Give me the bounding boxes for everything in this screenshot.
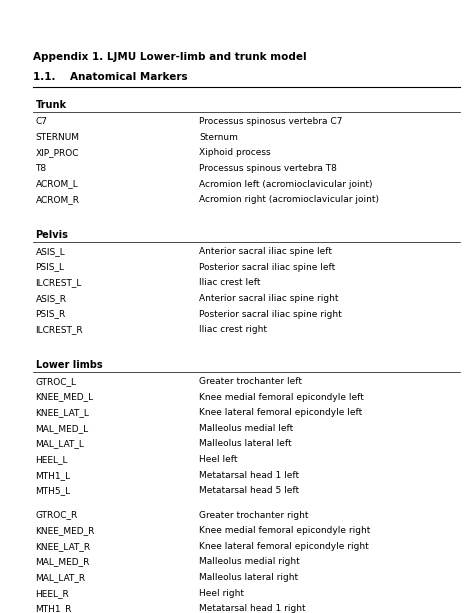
Text: MAL_LAT_R: MAL_LAT_R (36, 573, 86, 582)
Text: ACROM_L: ACROM_L (36, 180, 78, 189)
Text: T8: T8 (36, 164, 46, 173)
Text: KNEE_MED_L: KNEE_MED_L (36, 392, 94, 402)
Text: ILCREST_L: ILCREST_L (36, 278, 82, 287)
Text: STERNUM: STERNUM (36, 132, 80, 142)
Text: KNEE_LAT_R: KNEE_LAT_R (36, 542, 91, 551)
Text: Acromion left (acromioclavicular joint): Acromion left (acromioclavicular joint) (199, 180, 373, 189)
Text: Heel left: Heel left (199, 455, 237, 464)
Text: Iliac crest left: Iliac crest left (199, 278, 261, 287)
Text: PSIS_R: PSIS_R (36, 310, 66, 319)
Text: Processus spinous vertebra T8: Processus spinous vertebra T8 (199, 164, 337, 173)
Text: MAL_MED_L: MAL_MED_L (36, 424, 89, 433)
Text: Heel right: Heel right (199, 588, 244, 598)
Text: 1.1.    Anatomical Markers: 1.1. Anatomical Markers (33, 72, 188, 82)
Text: Sternum: Sternum (199, 132, 238, 142)
Text: KNEE_MED_R: KNEE_MED_R (36, 526, 95, 535)
Text: KNEE_LAT_L: KNEE_LAT_L (36, 408, 90, 417)
Text: Malleolus lateral right: Malleolus lateral right (199, 573, 298, 582)
Text: Lower limbs: Lower limbs (36, 360, 102, 370)
Text: Trunk: Trunk (36, 100, 67, 110)
Text: MTH1_R: MTH1_R (36, 604, 72, 613)
Text: Knee lateral femoral epicondyle left: Knee lateral femoral epicondyle left (199, 408, 362, 417)
Text: XIP_PROC: XIP_PROC (36, 148, 79, 158)
Text: Malleolus medial left: Malleolus medial left (199, 424, 293, 433)
Text: ACROM_R: ACROM_R (36, 195, 80, 204)
Text: MTH5_L: MTH5_L (36, 486, 71, 495)
Text: Anterior sacral iliac spine left: Anterior sacral iliac spine left (199, 247, 332, 256)
Text: Posterior sacral iliac spine right: Posterior sacral iliac spine right (199, 310, 342, 319)
Text: Metatarsal head 1 right: Metatarsal head 1 right (199, 604, 306, 613)
Text: Metatarsal head 5 left: Metatarsal head 5 left (199, 486, 299, 495)
Text: Greater trochanter left: Greater trochanter left (199, 377, 302, 386)
Text: Malleolus lateral left: Malleolus lateral left (199, 440, 292, 449)
Text: Processus spinosus vertebra C7: Processus spinosus vertebra C7 (199, 117, 342, 126)
Text: Knee medial femoral epicondyle left: Knee medial femoral epicondyle left (199, 392, 364, 402)
Text: Malleolus medial right: Malleolus medial right (199, 557, 300, 566)
Text: Pelvis: Pelvis (36, 230, 68, 240)
Text: Acromion right (acromioclavicular joint): Acromion right (acromioclavicular joint) (199, 195, 379, 204)
Text: Metatarsal head 1 left: Metatarsal head 1 left (199, 471, 299, 480)
Text: PSIS_L: PSIS_L (36, 262, 64, 272)
Text: MAL_LAT_L: MAL_LAT_L (36, 440, 84, 449)
Text: Posterior sacral iliac spine left: Posterior sacral iliac spine left (199, 262, 335, 272)
Text: MAL_MED_R: MAL_MED_R (36, 557, 90, 566)
Text: GTROC_L: GTROC_L (36, 377, 76, 386)
Text: Greater trochanter right: Greater trochanter right (199, 511, 309, 520)
Text: HEEL_R: HEEL_R (36, 588, 69, 598)
Text: ASIS_R: ASIS_R (36, 294, 66, 303)
Text: ILCREST_R: ILCREST_R (36, 325, 83, 334)
Text: Knee medial femoral epicondyle right: Knee medial femoral epicondyle right (199, 526, 371, 535)
Text: Iliac crest right: Iliac crest right (199, 325, 267, 334)
Text: Appendix 1. LJMU Lower-limb and trunk model: Appendix 1. LJMU Lower-limb and trunk mo… (33, 52, 307, 62)
Text: HEEL_L: HEEL_L (36, 455, 68, 464)
Text: ASIS_L: ASIS_L (36, 247, 65, 256)
Text: Knee lateral femoral epicondyle right: Knee lateral femoral epicondyle right (199, 542, 369, 551)
Text: GTROC_R: GTROC_R (36, 511, 78, 520)
Text: Xiphoid process: Xiphoid process (199, 148, 271, 158)
Text: MTH1_L: MTH1_L (36, 471, 71, 480)
Text: C7: C7 (36, 117, 47, 126)
Text: Anterior sacral iliac spine right: Anterior sacral iliac spine right (199, 294, 338, 303)
